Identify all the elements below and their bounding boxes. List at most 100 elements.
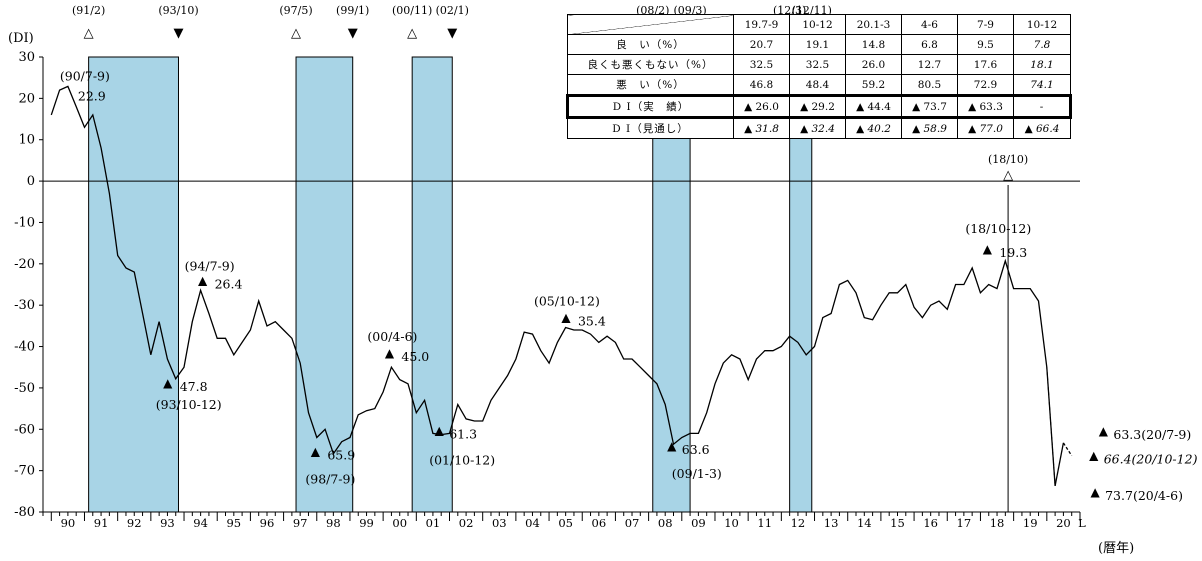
table-row-bad: 悪 い（%） 46.8 48.4 59.2 80.5 72.9 74.1 xyxy=(567,74,1071,96)
table-cell: 46.8 xyxy=(733,74,790,96)
table-row-di-actual: D I（実 績） ▲ 26.0 ▲ 29.2 ▲ 44.4 ▲ 73.7 ▲ 6… xyxy=(566,94,1072,119)
x-tick-label: 93 xyxy=(160,516,175,530)
annotation-marker: ▲ xyxy=(435,424,445,438)
table-header-cell: 7-9 xyxy=(957,14,1014,35)
y-tick-label: 30 xyxy=(18,50,35,65)
trough-marker: ▼ xyxy=(348,26,358,41)
axes: (18/10)△3020100-10-20-30-40-50-60-70-809… xyxy=(14,50,1086,530)
annotation-value: 22.9 xyxy=(78,88,106,103)
table-row-di-forecast: D I（見通し） ▲ 31.8 ▲ 32.4 ▲ 40.2 ▲ 58.9 ▲ 7… xyxy=(567,117,1071,139)
table-cell: 48.4 xyxy=(789,74,846,96)
peak-marker: △ xyxy=(291,26,301,41)
x-tick-label: 91 xyxy=(94,516,109,530)
table-row-neutral: 良くも悪くもない（%） 32.5 32.5 26.0 12.7 17.6 18.… xyxy=(567,54,1071,75)
table-cell: 7.8 xyxy=(1013,34,1071,55)
x-tick-label: 14 xyxy=(857,516,872,530)
annotation-date: (90/7-9) xyxy=(60,68,110,83)
series-lines xyxy=(50,85,1073,487)
annotation-marker: ▲ xyxy=(163,376,173,390)
y-tick-label: -40 xyxy=(14,340,35,355)
x-tick-label: 99 xyxy=(359,516,374,530)
annotation-marker: ▲ xyxy=(561,311,571,325)
annotation-marker: ▲ xyxy=(1090,485,1100,499)
row-label: 良くも悪くもない（%） xyxy=(567,54,734,75)
table-cell: ▲ 31.8 xyxy=(733,117,790,139)
annotation-marker: ▲ xyxy=(198,273,208,287)
annotation-value: 45.0 xyxy=(401,349,429,364)
period-end-label: (12/11) xyxy=(792,4,832,17)
x-tick-label: 20 xyxy=(1056,516,1071,530)
x-tick-label: 13 xyxy=(824,516,839,530)
annotation-value: 47.8 xyxy=(180,379,208,394)
table-row-good: 良 い（%） 20.7 19.1 14.8 6.8 9.5 7.8 xyxy=(567,34,1071,55)
table-header-cell: 19.7-9 xyxy=(733,14,790,35)
table-cell: 80.5 xyxy=(901,74,958,96)
annotation-date: (05/10-12) xyxy=(534,294,600,309)
x-tick-label: 11 xyxy=(757,516,772,530)
peak-marker: △ xyxy=(1003,168,1013,183)
period-start-label: (08/2) xyxy=(636,4,669,17)
period-end-label: (99/1) xyxy=(336,4,369,17)
x-tick-label: 03 xyxy=(492,516,507,530)
series-line xyxy=(1054,442,1065,487)
peak-marker: △ xyxy=(84,26,94,41)
period-start-label: (91/2) xyxy=(72,4,105,17)
y-tick-label: -30 xyxy=(14,298,35,313)
annotation-value: 63.6 xyxy=(682,442,710,457)
annotation-marker: ▲ xyxy=(385,346,395,360)
shaded-period xyxy=(295,56,354,513)
trough-marker: ▼ xyxy=(447,26,457,41)
y-tick-label: -70 xyxy=(14,464,35,479)
x-tick-label: 96 xyxy=(260,516,275,530)
row-label: 悪 い（%） xyxy=(567,74,734,96)
x-tick-label: 94 xyxy=(193,516,208,530)
period-end-label: (02/1) xyxy=(436,4,469,17)
x-tick-label: 98 xyxy=(326,516,341,530)
summary-table: 19.7-9 10-12 20.1-3 4-6 7-9 10-12 良 い（%）… xyxy=(566,14,1072,139)
y-tick-label: 20 xyxy=(18,91,35,106)
annotation-value: 63.3(20/7-9) xyxy=(1113,427,1191,442)
table-header-cell: 20.1-3 xyxy=(845,14,902,35)
table-header-cell: 10-12 xyxy=(789,14,846,35)
row-label: D I（実 績） xyxy=(566,94,734,119)
x-tick-label: 10 xyxy=(724,516,739,530)
table-cell: ▲ 73.7 xyxy=(901,94,958,119)
annotation-marker: ▲ xyxy=(983,242,993,256)
annotation-value: 61.3 xyxy=(449,427,477,442)
table-cell: ▲ 58.9 xyxy=(901,117,958,139)
x-tick-label: 90 xyxy=(61,516,76,530)
annotation-marker: ▲ xyxy=(311,445,321,459)
table-cell: ▲ 44.4 xyxy=(845,94,902,119)
table-cell: 14.8 xyxy=(845,34,902,55)
x-tick-label: 04 xyxy=(525,516,540,530)
reference-label: (18/10) xyxy=(988,153,1028,166)
shaded-period xyxy=(88,56,179,513)
annotation-marker: ▲ xyxy=(1099,424,1109,438)
table-cell: 32.5 xyxy=(789,54,846,75)
table-cell: ▲ 63.3 xyxy=(957,94,1014,119)
period-end-label: (93/10) xyxy=(158,4,198,17)
annotation-date: (01/10-12) xyxy=(429,453,495,468)
annotation-date: (00/4-6) xyxy=(367,329,417,344)
y-tick-label: 10 xyxy=(18,133,35,148)
trough-marker: ▼ xyxy=(173,26,183,41)
table-cell: ▲ 77.0 xyxy=(957,117,1014,139)
x-tick-label: 12 xyxy=(791,516,806,530)
period-start-label: (12/3) xyxy=(773,4,806,17)
table-cell: 17.6 xyxy=(957,54,1014,75)
series-line xyxy=(50,85,1056,486)
y-tick-label: -20 xyxy=(14,257,35,272)
row-label: D I（見通し） xyxy=(567,117,734,139)
table-cell: ▲ 26.0 xyxy=(733,94,790,119)
table-cell: 19.1 xyxy=(789,34,846,55)
x-tick-label: 02 xyxy=(459,516,474,530)
x-tick-label: 16 xyxy=(923,516,938,530)
y-tick-label: -50 xyxy=(14,381,35,396)
annotation-date: (18/10-12) xyxy=(965,221,1031,236)
table-header-cell: 10-12 xyxy=(1013,14,1071,35)
x-tick-label: 07 xyxy=(625,516,640,530)
y-tick-label: -10 xyxy=(14,215,35,230)
table-cell: ▲ 66.4 xyxy=(1013,117,1071,139)
table-cell: 72.9 xyxy=(957,74,1014,96)
x-tick-label: 08 xyxy=(658,516,673,530)
